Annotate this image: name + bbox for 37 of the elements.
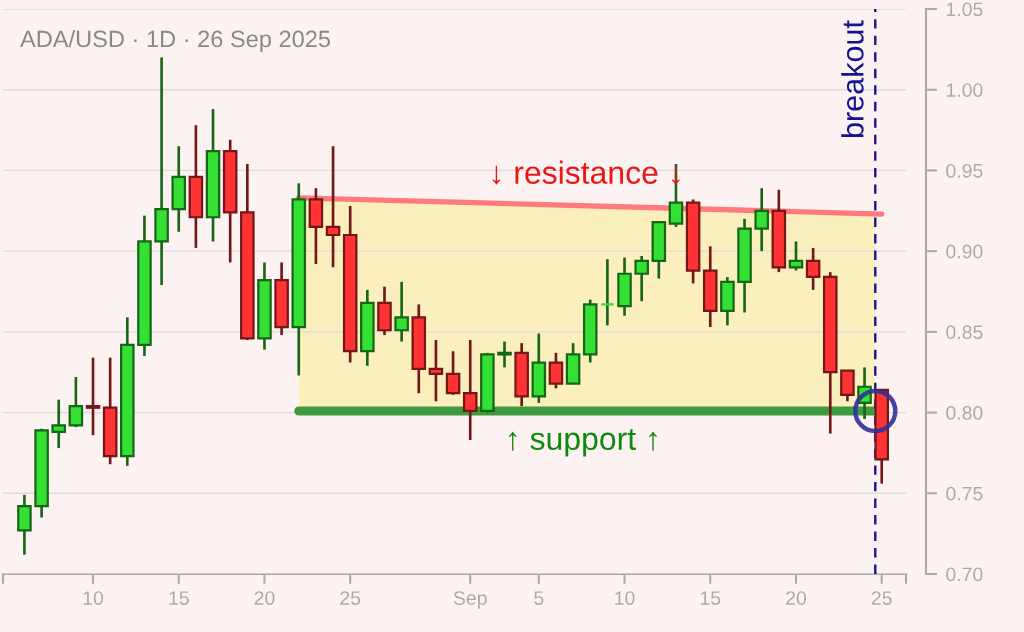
y-tick-label: 0.75 xyxy=(946,486,983,501)
x-tick-label: 10 xyxy=(83,591,104,605)
text: ADA/USD · 1D · 26 Sep 2025 xyxy=(20,30,331,52)
candlestick xyxy=(428,338,444,403)
candlestick xyxy=(788,240,804,272)
ref-line-label: breakout xyxy=(841,20,864,138)
candlestick xyxy=(325,144,341,269)
x-tick-label: Sep xyxy=(453,591,487,609)
candlestick xyxy=(548,351,564,390)
x-tick-label: 20 xyxy=(786,591,807,605)
candlestick xyxy=(805,246,821,292)
candlestick xyxy=(462,338,478,442)
y-tick-label: 0.95 xyxy=(946,163,983,178)
candlestick xyxy=(51,398,67,450)
x-tick-label: 5 xyxy=(534,591,544,605)
x-tick-label: 10 xyxy=(615,591,635,605)
y-tick-label: 0.70 xyxy=(946,567,983,582)
y-tick-label: 0.85 xyxy=(946,325,983,340)
y-tick-label: 0.90 xyxy=(946,244,983,259)
y-tick-label: 1.05 xyxy=(946,2,983,17)
candlestick xyxy=(445,349,461,397)
x-tick-label: 20 xyxy=(254,591,275,605)
x-tick-label: 25 xyxy=(871,591,892,605)
candlestick xyxy=(634,254,649,303)
x-tick-label: 15 xyxy=(700,591,721,605)
x-tick-label: 25 xyxy=(340,591,361,605)
x-tick-label: 15 xyxy=(169,591,189,605)
candlestick xyxy=(668,162,684,229)
y-tick-label: 0.80 xyxy=(946,406,983,420)
candlestick xyxy=(394,280,409,343)
candlestick xyxy=(497,340,512,369)
candlestick xyxy=(754,186,769,253)
y-tick-label: 1.00 xyxy=(946,83,983,97)
series-label: ↑ support ↑ xyxy=(508,429,657,457)
candlestick xyxy=(68,375,84,429)
candlestick xyxy=(85,356,101,437)
candlestick xyxy=(600,257,615,327)
